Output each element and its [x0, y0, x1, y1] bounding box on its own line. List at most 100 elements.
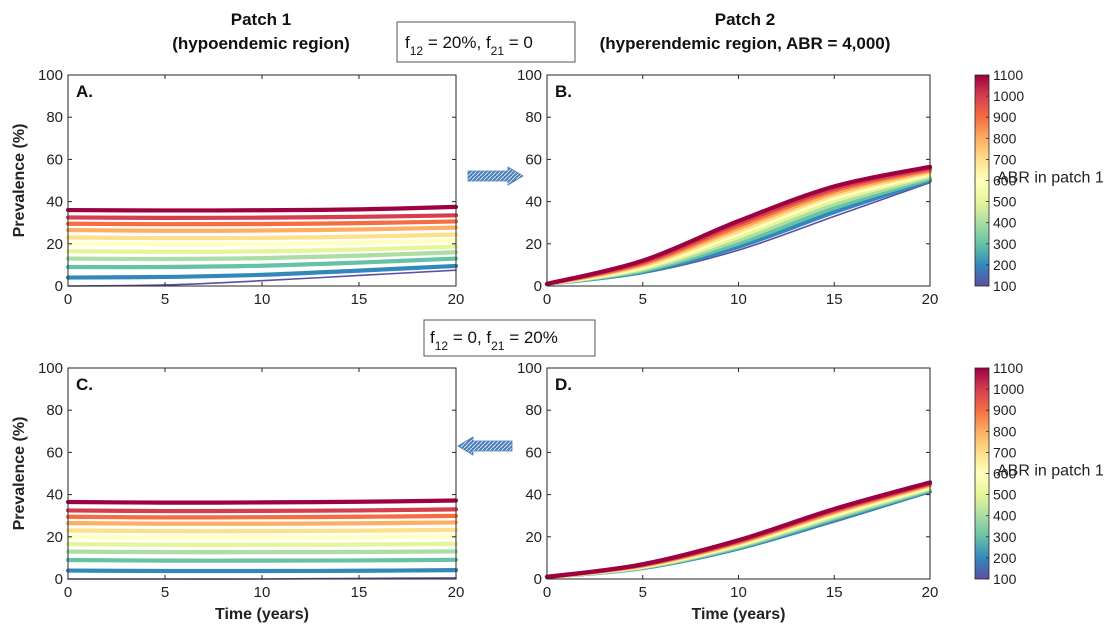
y-tick-label: 40 [525, 487, 542, 504]
y-tick-label: 0 [534, 571, 542, 588]
series-line-abr-1100 [65, 498, 459, 505]
y-tick-label: 80 [525, 109, 542, 126]
y-tick-label: 80 [46, 109, 63, 126]
patch1-title: Patch 1 [231, 10, 291, 29]
y-axis-label: Prevalence (%) [11, 124, 28, 238]
x-tick-label: 10 [730, 584, 747, 601]
panel-label: D. [555, 375, 572, 394]
series-line-abr-800 [65, 225, 459, 233]
x-tick-label: 10 [254, 291, 271, 308]
series-line-abr-200 [65, 263, 459, 280]
colorbar-tick-label: 100 [993, 278, 1017, 294]
x-tick-label: 20 [922, 584, 939, 601]
colorbar-tick-label: 1100 [993, 360, 1023, 376]
series-line-abr-600 [65, 534, 459, 540]
axes-box [67, 367, 457, 580]
colorbar-tick-label: 700 [993, 151, 1017, 167]
panel-label: B. [555, 82, 572, 101]
x-tick-label: 0 [64, 584, 72, 601]
x-tick-label: 5 [639, 584, 647, 601]
y-tick-label: 40 [525, 194, 542, 211]
x-tick-label: 15 [351, 584, 368, 601]
scenario-mid-f21: 20% [524, 328, 558, 347]
scenario-top-f21: 0 [523, 33, 532, 52]
colorbar-tick-label: 200 [993, 550, 1017, 566]
x-tick-label: 5 [161, 584, 169, 601]
colorbar-tick-label: 600 [993, 466, 1017, 482]
y-tick-label: 100 [517, 67, 542, 84]
colorbar-label: ABR in patch 1 [997, 170, 1104, 187]
series-line-abr-700 [65, 527, 459, 534]
right-arrow-icon [467, 166, 524, 186]
series-line-abr-200 [65, 568, 459, 574]
y-tick-label: 80 [46, 402, 63, 419]
series-line-abr-900 [65, 219, 459, 227]
y-tick-label: 40 [46, 194, 63, 211]
panel-label: A. [76, 82, 93, 101]
series-line-abr-1100 [544, 164, 933, 286]
colorbar-tick-label: 900 [993, 402, 1017, 418]
x-tick-label: 5 [161, 291, 169, 308]
x-tick-label: 20 [922, 291, 939, 308]
panel-a: 0 5 10 15 20 0 20 40 60 80 100 A. Prevalence (%) [11, 67, 464, 308]
series-line-abr-400 [65, 549, 459, 555]
y-tick-label: 100 [517, 360, 542, 377]
colorbar-tick-label: 400 [993, 215, 1017, 231]
colorbar-tick-label: 200 [993, 257, 1017, 273]
series-line-abr-600 [65, 238, 459, 247]
y-tick-label: 60 [46, 151, 63, 168]
x-tick-label: 0 [64, 291, 72, 308]
y-tick-label: 0 [55, 571, 63, 588]
series-line-abr-500 [65, 244, 459, 254]
series-line-abr-300 [65, 256, 459, 270]
scenario-box-middle: f12 = 0, f21 = 20% [423, 319, 596, 357]
y-tick-label: 40 [46, 487, 63, 504]
panel-d: 0 5 10 15 20 0 20 40 60 80 100 D. Time (years) [517, 360, 938, 623]
x-tick-label: 20 [448, 291, 465, 308]
patch1-subtitle: (hypoendemic region) [172, 34, 350, 53]
colorbar-tick-label: 1100 [993, 67, 1023, 83]
y-tick-label: 20 [525, 529, 542, 546]
y-tick-label: 20 [46, 529, 63, 546]
series-line-abr-700 [65, 232, 459, 241]
x-tick-label: 10 [254, 584, 271, 601]
series-line-abr-1100 [544, 480, 933, 579]
y-tick-label: 0 [55, 278, 63, 295]
y-tick-label: 60 [525, 444, 542, 461]
y-tick-label: 100 [38, 67, 63, 84]
colorbar-tick-label: 500 [993, 487, 1017, 503]
panel-c: 0 5 10 15 20 0 20 40 60 80 100 C. Prevalence (%) Time… [11, 360, 464, 623]
colorbar-tick-label: 1000 [993, 88, 1024, 104]
scenario-mid-f12: 0 [467, 328, 476, 347]
x-axis-label: Time (years) [692, 606, 786, 623]
colorbar-tick-label: 500 [993, 194, 1017, 210]
x-tick-label: 15 [826, 291, 843, 308]
x-tick-label: 5 [639, 291, 647, 308]
colorbar-tick-label: 300 [993, 236, 1017, 252]
y-tick-label: 20 [525, 236, 542, 253]
y-tick-label: 100 [38, 360, 63, 377]
panel-label: C. [76, 375, 93, 394]
scenario-top-f12: 20% [442, 33, 476, 52]
colorbar-tick-label: 1000 [993, 381, 1024, 397]
series-line-abr-500 [65, 541, 459, 547]
y-tick-label: 80 [525, 402, 542, 419]
colorbar-bottom: 1100 1000 900 800 700 600 500 400 300 200 100 ABR i… [974, 360, 1104, 587]
colorbar-label: ABR in patch 1 [997, 463, 1104, 480]
scenario-box-top: f12 = 20%, f21 = 0 [396, 21, 576, 63]
patch2-title: Patch 2 [715, 10, 775, 29]
colorbar-tick-label: 100 [993, 571, 1017, 587]
series-line-abr-1100 [65, 204, 459, 213]
series-line-abr-1000 [65, 213, 459, 220]
x-tick-label: 0 [543, 584, 551, 601]
x-tick-label: 15 [826, 584, 843, 601]
colorbar-tick-label: 300 [993, 529, 1017, 545]
series-line-abr-1000 [65, 507, 459, 514]
colorbar-tick-label: 900 [993, 109, 1017, 125]
x-axis-label: Time (years) [215, 606, 309, 623]
series-line-abr-300 [65, 557, 459, 563]
x-tick-label: 10 [730, 291, 747, 308]
y-tick-label: 60 [46, 444, 63, 461]
colorbar-tick-label: 700 [993, 444, 1017, 460]
